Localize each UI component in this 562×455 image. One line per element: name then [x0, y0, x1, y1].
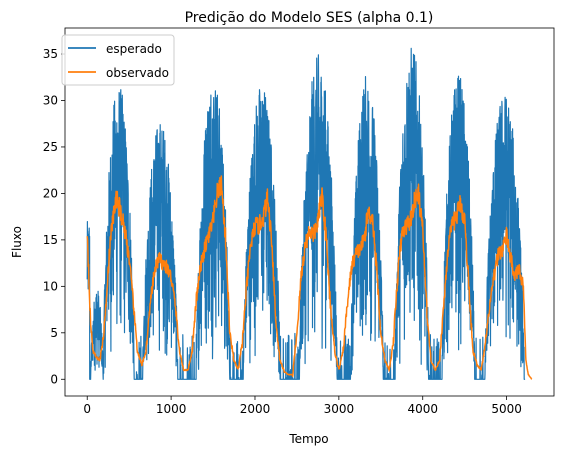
x-tick-label: 5000: [491, 402, 522, 416]
x-tick-label: 1000: [156, 402, 187, 416]
y-tick-label: 15: [43, 233, 58, 247]
x-tick-label: 4000: [407, 402, 438, 416]
y-axis: 0 5 10 15 20 25 30 35: [43, 47, 65, 386]
series-line-observado: [86, 175, 533, 380]
x-tick-label: 2000: [240, 402, 271, 416]
y-axis-label: Fluxo: [10, 226, 24, 258]
legend-label-esperado: esperado: [106, 42, 162, 56]
y-tick-label: 30: [43, 93, 58, 107]
y-tick-label: 25: [43, 140, 58, 154]
y-tick-label: 10: [43, 279, 58, 293]
series-layer: [86, 47, 533, 380]
x-tick-label: 3000: [324, 402, 355, 416]
chart-title: Predição do Modelo SES (alpha 0.1): [185, 10, 434, 26]
y-tick-label: 35: [43, 47, 58, 61]
x-axis-label: Tempo: [288, 432, 328, 446]
y-tick-label: 0: [50, 372, 58, 386]
x-tick-label: 0: [83, 402, 91, 416]
plot-frame: [64, 27, 555, 397]
series-line-esperado: [86, 47, 526, 380]
legend-label-observado: observado: [106, 66, 169, 80]
y-tick-label: 20: [43, 186, 58, 200]
x-axis: 0 1000 2000 3000 4000 5000: [83, 396, 522, 416]
y-tick-label: 5: [50, 326, 58, 340]
legend: esperado observado: [61, 34, 175, 86]
